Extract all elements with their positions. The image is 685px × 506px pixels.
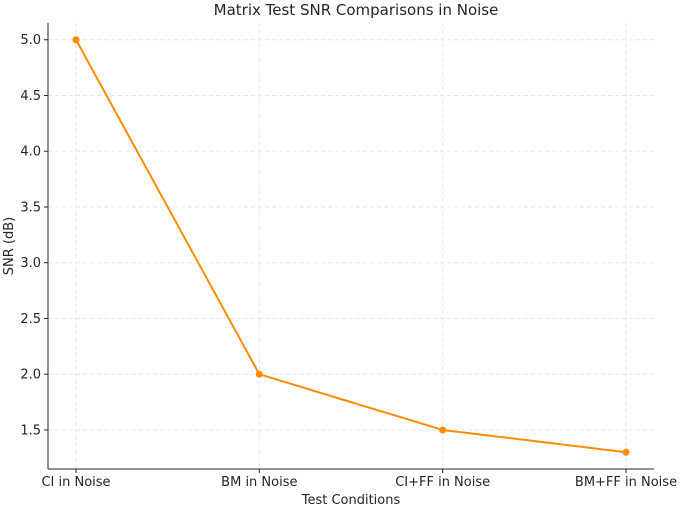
- y-tick-label: 4.0: [20, 145, 41, 160]
- data-point: [255, 370, 263, 378]
- data-point: [439, 426, 447, 434]
- y-axis-label: SNR (dB): [2, 217, 17, 275]
- axes: [47, 23, 654, 470]
- x-tick-label: CI+FF in Noise: [395, 475, 490, 490]
- x-tick-label: BM+FF in Noise: [575, 475, 677, 490]
- x-tick-label: BM in Noise: [221, 475, 297, 490]
- series-group: [72, 36, 630, 456]
- y-tick-label: 3.0: [20, 256, 41, 271]
- y-tick-label: 3.5: [20, 200, 41, 215]
- y-tick-label: 1.5: [20, 423, 41, 438]
- x-tick-label: CI in Noise: [41, 475, 110, 490]
- chart-title: Matrix Test SNR Comparisons in Noise: [214, 1, 499, 19]
- data-point: [622, 448, 630, 456]
- y-tick-label: 5.0: [20, 33, 41, 48]
- y-tick-label: 4.5: [20, 89, 41, 104]
- series-line: [75, 39, 627, 454]
- x-axis-label: Test Conditions: [301, 493, 401, 506]
- grid: [48, 23, 654, 469]
- y-tick-label: 2.0: [20, 368, 41, 383]
- y-tick-label: 2.5: [20, 312, 41, 327]
- y-axis-ticks: 1.5 2.0 2.5 3.0 3.5 4.0 4.5 5.0: [20, 33, 48, 438]
- data-point: [72, 36, 80, 44]
- x-axis-ticks: CI in Noise BM in Noise CI+FF in Noise BM+F…: [41, 469, 677, 490]
